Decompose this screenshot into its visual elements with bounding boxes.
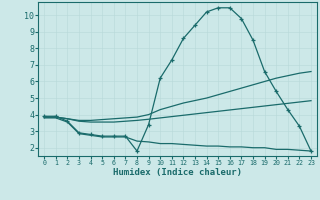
X-axis label: Humidex (Indice chaleur): Humidex (Indice chaleur) [113,168,242,177]
